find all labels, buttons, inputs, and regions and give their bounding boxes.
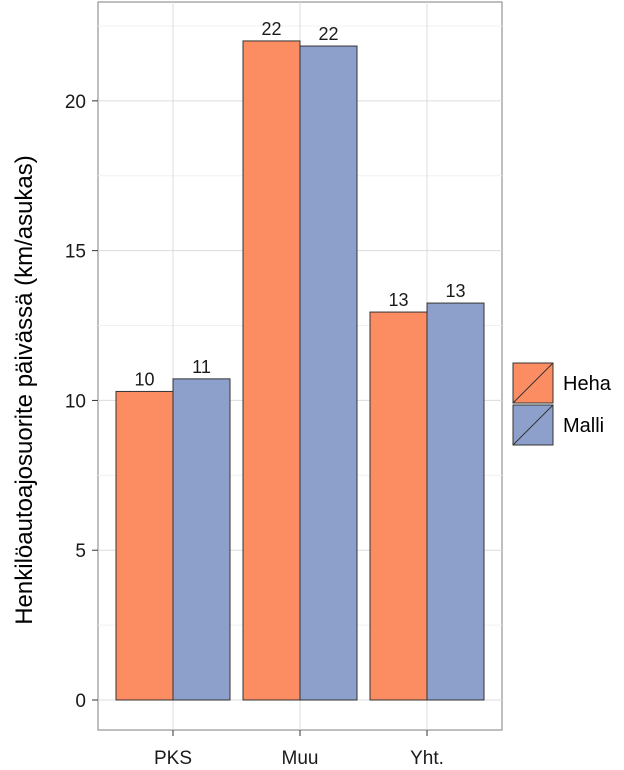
- data-label: 10: [134, 369, 154, 389]
- data-label: 13: [445, 281, 465, 301]
- bar-heha-yht: [369, 311, 428, 701]
- y-tick-label: 15: [65, 242, 86, 263]
- data-labels: 10 11 22 22 13 13: [134, 19, 465, 389]
- y-tick-label: 20: [65, 92, 86, 113]
- legend-label-malli: Malli: [563, 415, 604, 437]
- legend: Heha Malli: [512, 362, 612, 446]
- data-label: 11: [192, 357, 211, 377]
- y-tick-label: 10: [65, 391, 86, 412]
- data-label: 22: [261, 19, 281, 39]
- bars: [115, 40, 485, 701]
- x-tick-label: Yht.: [410, 748, 444, 769]
- bar-heha-pks: [115, 390, 174, 701]
- legend-key-slash: [512, 404, 554, 446]
- y-tick-label: 0: [75, 691, 86, 712]
- bar-malli-yht: [426, 302, 485, 701]
- data-label: 22: [318, 24, 338, 44]
- bar-malli-pks: [172, 378, 231, 701]
- y-tick-label: 5: [75, 541, 86, 562]
- legend-key-slash: [512, 362, 554, 404]
- bar-malli-muu: [299, 45, 358, 701]
- x-tick-label: Muu: [282, 748, 319, 769]
- x-tick-label: PKS: [154, 748, 192, 769]
- legend-label-heha: Heha: [563, 373, 612, 395]
- bar-heha-muu: [242, 40, 301, 701]
- y-axis-title: Henkilöautoajosuorite päivässä (km/asuka…: [11, 155, 38, 625]
- axes: 0 5 10 15 20 PKS Muu Yht.: [65, 92, 444, 769]
- data-label: 13: [388, 290, 408, 310]
